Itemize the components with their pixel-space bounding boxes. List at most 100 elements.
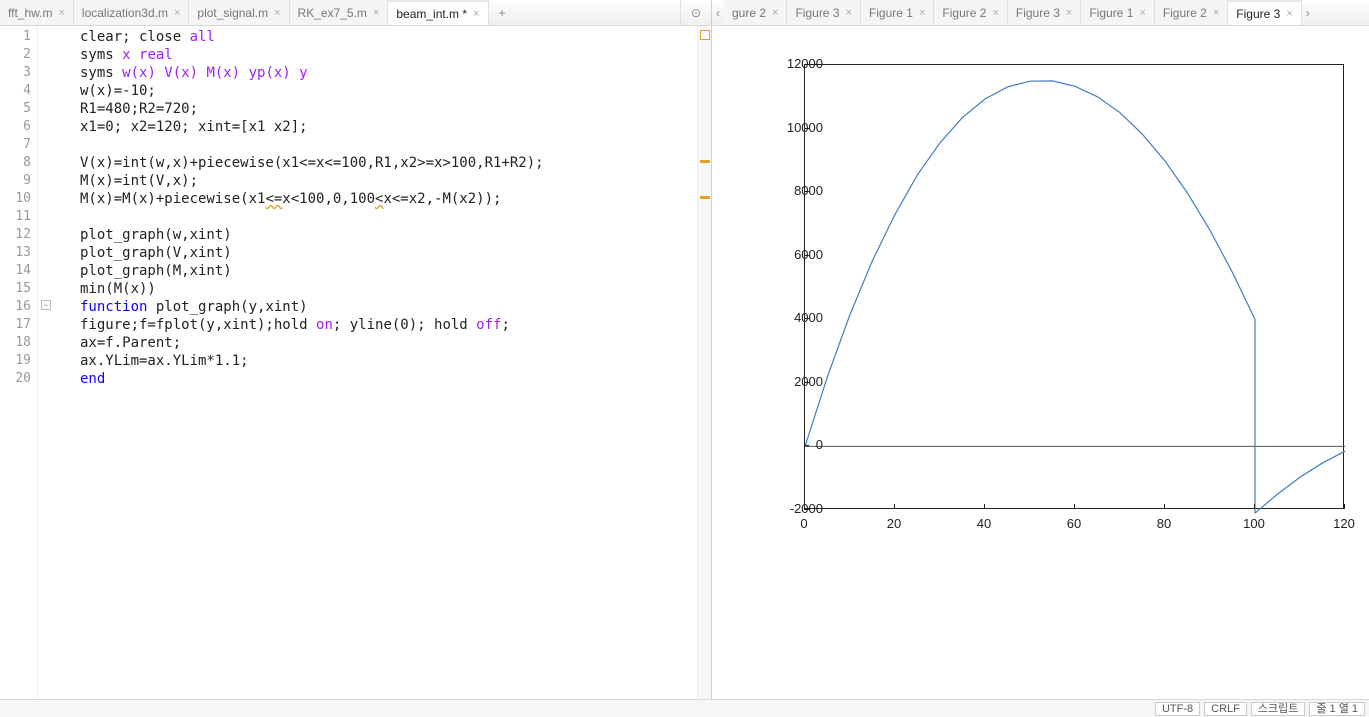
line-number: 5 (0, 100, 37, 118)
line-number: 13 (0, 244, 37, 262)
warning-line-marker[interactable] (700, 196, 710, 199)
figure-tab[interactable]: Figure 3× (1008, 0, 1081, 25)
code-line: M(x)=M(x)+piecewise(x1<=x<100,0,100<x<=x… (80, 190, 691, 208)
figure-tab-label: Figure 3 (795, 6, 839, 20)
close-icon[interactable]: × (772, 7, 778, 19)
y-tick (804, 445, 809, 446)
editor-tab[interactable]: localization3d.m × (74, 0, 189, 25)
figure-tab[interactable]: Figure 2 × (934, 0, 1007, 25)
x-tick (804, 504, 805, 509)
close-icon[interactable]: × (1286, 8, 1292, 20)
code-line: figure;f=fplot(y,xint);hold on; yline(0)… (80, 316, 691, 334)
y-tick-label: 8000 (777, 183, 823, 198)
line-number: 16 (0, 298, 37, 316)
code-line: plot_graph(V,xint) (80, 244, 691, 262)
figure-nav-right[interactable]: › (1302, 0, 1314, 25)
fold-gutter: − (38, 26, 58, 699)
editor-tab[interactable]: plot_signal.m × (189, 0, 289, 25)
status-cell: UTF-8 (1155, 702, 1200, 716)
figure-tab[interactable]: Figure 1 × (861, 0, 934, 25)
y-tick (804, 64, 809, 65)
code-line: ax=f.Parent; (80, 334, 691, 352)
x-tick (984, 504, 985, 509)
editor-body: 1234567891011121314151617181920 − clear;… (0, 26, 711, 699)
status-cell: 스크립트 (1251, 702, 1305, 716)
close-icon[interactable]: × (1066, 7, 1072, 19)
editor-tab-bar: fft_hw.m × localization3d.m × plot_signal.m ×… (0, 0, 711, 26)
line-number: 15 (0, 280, 37, 298)
close-icon[interactable]: × (846, 7, 852, 19)
figure-tab[interactable]: Figure 3× (1228, 0, 1301, 25)
close-icon[interactable]: × (174, 7, 180, 19)
editor-pane: fft_hw.m × localization3d.m × plot_signal.m ×… (0, 0, 712, 699)
line-number: 10 (0, 190, 37, 208)
y-tick-label: 6000 (777, 247, 823, 262)
close-icon[interactable]: × (992, 7, 998, 19)
message-strip[interactable] (697, 26, 711, 699)
add-tab-button[interactable]: + (489, 0, 516, 25)
code-line: min(M(x)) (80, 280, 691, 298)
close-icon[interactable]: × (58, 7, 64, 19)
code-line: plot_graph(M,xint) (80, 262, 691, 280)
y-tick (804, 318, 809, 319)
x-tick-label: 0 (789, 516, 819, 531)
code-line: M(x)=int(V,x); (80, 172, 691, 190)
figure-pane: ‹gure 2×Figure 3×Figure 1×Figure 2×Figur… (712, 0, 1369, 699)
gear-icon[interactable]: ⊙ (680, 0, 711, 25)
y-tick (804, 128, 809, 129)
close-icon[interactable]: × (473, 8, 479, 20)
x-tick (894, 504, 895, 509)
figure-nav-left[interactable]: ‹ (712, 0, 724, 25)
editor-tab-label: plot_signal.m (197, 6, 268, 20)
y-tick-label: 10000 (777, 120, 823, 135)
figure-tab[interactable]: gure 2 × (724, 0, 787, 25)
figure-tab-label: Figure 2 (1163, 6, 1207, 20)
figure-tab[interactable]: Figure 2 × (1155, 0, 1228, 25)
fold-toggle-icon[interactable]: − (41, 300, 51, 310)
figure-tab-bar: ‹gure 2×Figure 3×Figure 1×Figure 2×Figur… (712, 0, 1369, 26)
code-line: ax.YLim=ax.YLim*1.1; (80, 352, 691, 370)
warning-indicator-icon[interactable] (700, 30, 710, 40)
code-line: w(x)=-10; (80, 82, 691, 100)
editor-tab-label: fft_hw.m (8, 6, 52, 20)
code-line: R1=480;R2=720; (80, 100, 691, 118)
editor-tab-label: localization3d.m (82, 6, 168, 20)
y-tick (804, 191, 809, 192)
editor-tab-label: RK_ex7_5.m (298, 6, 367, 20)
figure-tab-label: gure 2 (732, 6, 766, 20)
line-number: 20 (0, 370, 37, 388)
editor-tab[interactable]: RK_ex7_5.m × (290, 0, 389, 25)
figure-tab-label: Figure 2 (942, 6, 986, 20)
line-number: 14 (0, 262, 37, 280)
code-line: V(x)=int(w,x)+piecewise(x1<=x<=100,R1,x2… (80, 154, 691, 172)
code-line: clear; close all (80, 28, 691, 46)
code-area[interactable]: clear; close allsyms x realsyms w(x) V(x… (58, 26, 697, 699)
close-icon[interactable]: × (274, 7, 280, 19)
line-number: 18 (0, 334, 37, 352)
figure-tab[interactable]: Figure 3 × (787, 0, 860, 25)
editor-tab[interactable]: beam_int.m * × (388, 0, 488, 25)
line-number: 3 (0, 64, 37, 82)
warning-line-marker[interactable] (700, 160, 710, 163)
chart-line (1255, 451, 1345, 513)
code-line (80, 208, 691, 226)
y-tick-label: -2000 (777, 501, 823, 516)
line-number: 7 (0, 136, 37, 154)
status-cell: CRLF (1204, 702, 1247, 716)
y-tick (804, 509, 809, 510)
y-tick-label: 0 (777, 437, 823, 452)
close-icon[interactable]: × (1139, 7, 1145, 19)
line-number-gutter: 1234567891011121314151617181920 (0, 26, 38, 699)
editor-tab-label: beam_int.m * (396, 7, 467, 21)
x-tick-label: 120 (1329, 516, 1359, 531)
figure-tab-label: Figure 1 (869, 6, 913, 20)
figure-tab[interactable]: Figure 1× (1081, 0, 1154, 25)
close-icon[interactable]: × (919, 7, 925, 19)
code-line (80, 136, 691, 154)
line-number: 2 (0, 46, 37, 64)
line-number: 12 (0, 226, 37, 244)
close-icon[interactable]: × (373, 7, 379, 19)
editor-tab[interactable]: fft_hw.m × (0, 0, 74, 25)
x-tick-label: 60 (1059, 516, 1089, 531)
close-icon[interactable]: × (1213, 7, 1219, 19)
